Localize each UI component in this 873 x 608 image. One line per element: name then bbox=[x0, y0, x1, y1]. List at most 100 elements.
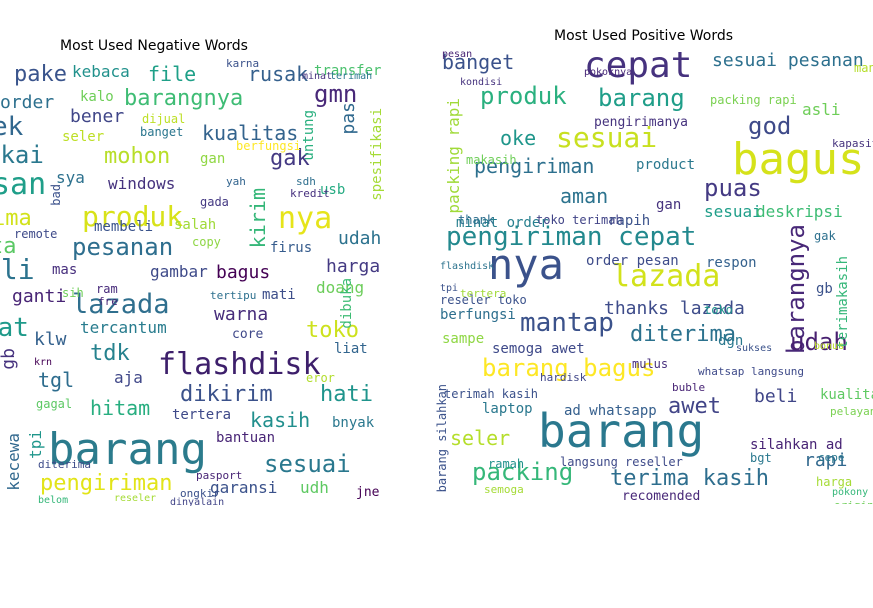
negative-word-ongkir: ongkir bbox=[180, 487, 220, 500]
negative-word-ganti: ganti bbox=[12, 286, 67, 307]
negative-word-hati: hati bbox=[320, 382, 373, 407]
negative-word-yah: yah bbox=[226, 175, 246, 188]
positive-word-tpi: tpi bbox=[440, 283, 459, 294]
negative-word-kecewa: kecewa bbox=[4, 433, 23, 491]
negative-word-lazada: lazada bbox=[72, 289, 170, 320]
positive-word-pengiriman-cepat: pengiriman cepat bbox=[446, 222, 697, 252]
negative-word-tdk: tdk bbox=[90, 341, 130, 366]
positive-word-produk: produk bbox=[480, 82, 567, 110]
negative-word-san: san bbox=[0, 167, 47, 202]
positive-word-gb: gb bbox=[816, 281, 833, 297]
positive-word-silahkan-ad: silahkan ad bbox=[750, 437, 843, 453]
negative-word-harga: harga bbox=[326, 256, 381, 277]
negative-word-ram: ram bbox=[96, 282, 118, 296]
negative-chart-title: Most Used Negative Words bbox=[60, 38, 248, 54]
negative-word-untung: untung bbox=[301, 110, 317, 161]
negative-word-eli: eli bbox=[0, 253, 35, 286]
negative-word-usb: usb bbox=[320, 182, 346, 198]
positive-word-terima-kasih: terima kasih bbox=[610, 466, 769, 491]
positive-word-puas: puas bbox=[704, 174, 762, 202]
positive-word-bonus: bonus bbox=[814, 341, 845, 352]
positive-word-asli: asli bbox=[802, 100, 841, 119]
negative-word-gak: gak bbox=[270, 146, 310, 171]
negative-word-sya: sya bbox=[56, 168, 85, 187]
negative-word-kualitas: kualitas bbox=[202, 121, 299, 145]
positive-word-awet: awet bbox=[668, 394, 721, 419]
positive-word-gak: gak bbox=[814, 229, 836, 243]
positive-word-barang: barang bbox=[598, 84, 685, 112]
positive-word-makasih: makasih bbox=[466, 153, 517, 167]
negative-word-pengiriman: pengiriman bbox=[40, 471, 173, 496]
positive-word-sukses: sukses bbox=[736, 343, 773, 354]
negative-word-belom: belom bbox=[38, 495, 69, 506]
negative-word-krn: krn bbox=[34, 357, 53, 368]
negative-word-dibuka: dibuka bbox=[339, 278, 355, 329]
negative-word-barang: barang bbox=[48, 424, 207, 475]
negative-word-toko: toko bbox=[306, 318, 359, 343]
positive-word-mantap: mantap bbox=[854, 61, 873, 75]
positive-word-nya: nya bbox=[488, 240, 564, 289]
positive-word-kondisi: kondisi bbox=[460, 77, 503, 88]
negative-word-terimah: terimah bbox=[330, 71, 373, 82]
negative-wordcloud: barang flashdisk produk lazada pesanan nya pak… bbox=[0, 58, 400, 506]
positive-word-respon: respon bbox=[706, 255, 757, 271]
negative-word-gada: gada bbox=[200, 195, 229, 209]
positive-word-sesuai: sesuai bbox=[556, 121, 658, 154]
negative-word-akai: akai bbox=[0, 141, 44, 169]
positive-word-hardisk: hardisk bbox=[540, 371, 587, 384]
positive-word-gan: gan bbox=[656, 197, 682, 213]
negative-word-sesuai: sesuai bbox=[264, 450, 351, 478]
negative-word-kasih: kasih bbox=[250, 408, 311, 432]
positive-word-semoga: semoga bbox=[484, 483, 524, 496]
positive-word-pengirimanya: pengirimanya bbox=[594, 115, 688, 130]
negative-word-diterima: diterima bbox=[38, 458, 91, 471]
negative-word-pas: pas bbox=[338, 102, 359, 135]
positive-word-langsung-reseller: langsung reseller bbox=[560, 455, 683, 469]
negative-word-gb: gb bbox=[0, 348, 19, 370]
negative-word-tgl: tgl bbox=[38, 368, 75, 392]
negative-word-copy: copy bbox=[192, 235, 221, 249]
negative-word-salah: salah bbox=[174, 217, 217, 233]
positive-word-berfungsi: berfungsi bbox=[440, 307, 516, 323]
positive-word-terimah-kasih: terimah kasih bbox=[444, 387, 538, 401]
negative-word-aja: aja bbox=[114, 368, 143, 387]
negative-word-core: core bbox=[232, 327, 264, 342]
negative-word-firus: firus bbox=[270, 240, 313, 256]
positive-word-bagus: bagus bbox=[732, 134, 865, 185]
negative-word-udah: udah bbox=[338, 228, 382, 249]
positive-word-sampe: sampe bbox=[442, 331, 485, 347]
positive-word-ramah: ramah bbox=[488, 457, 525, 471]
positive-word-lazada: lazada bbox=[612, 259, 721, 294]
positive-word-packing-rapi: packing rapi bbox=[710, 93, 797, 107]
negative-word-sih: sih bbox=[62, 286, 84, 300]
negative-word-sdh: sdh bbox=[296, 175, 316, 188]
negative-word-barangnya: barangnya bbox=[124, 86, 244, 111]
negative-word-garansi: garansi bbox=[210, 478, 278, 497]
negative-word-reseler: reseler bbox=[114, 493, 157, 504]
negative-word-produk: produk bbox=[82, 200, 184, 233]
negative-word-bnyak: bnyak bbox=[332, 415, 375, 431]
positive-word-toko-terimah: toko terimah bbox=[536, 213, 623, 227]
negative-word-dinyalain: dinyalain bbox=[170, 497, 225, 507]
negative-word-gmn: gmn bbox=[314, 80, 358, 108]
negative-word-mohon: mohon bbox=[104, 144, 171, 169]
negative-word-dikirim: dikirim bbox=[180, 382, 273, 407]
negative-word-ta: ta bbox=[0, 234, 17, 259]
positive-word-pelayan: pelayan bbox=[830, 405, 873, 418]
negative-word-hitam: hitam bbox=[90, 396, 151, 420]
negative-word-bad: bad bbox=[49, 184, 63, 206]
negative-word-gagal: gagal bbox=[36, 397, 73, 411]
negative-word-tertipu: tertipu bbox=[210, 289, 257, 302]
negative-word-dijual: dijual bbox=[142, 112, 186, 126]
negative-word-remote: remote bbox=[14, 227, 58, 241]
positive-word-mantap: mantap bbox=[520, 308, 614, 338]
negative-word-bantuan: bantuan bbox=[216, 430, 276, 446]
positive-word-whatsap-langsung: whatsap langsung bbox=[698, 365, 804, 378]
positive-word-cepe: cepe bbox=[818, 451, 845, 464]
negative-word-tercantum: tercantum bbox=[80, 318, 167, 337]
positive-word-god: god bbox=[748, 112, 792, 140]
positive-word-kualitas: kualitas bbox=[820, 387, 873, 403]
positive-word-harga: harga bbox=[816, 475, 853, 489]
negative-word-membeli: membeli bbox=[94, 219, 154, 235]
negative-word-mas: mas bbox=[52, 262, 78, 278]
